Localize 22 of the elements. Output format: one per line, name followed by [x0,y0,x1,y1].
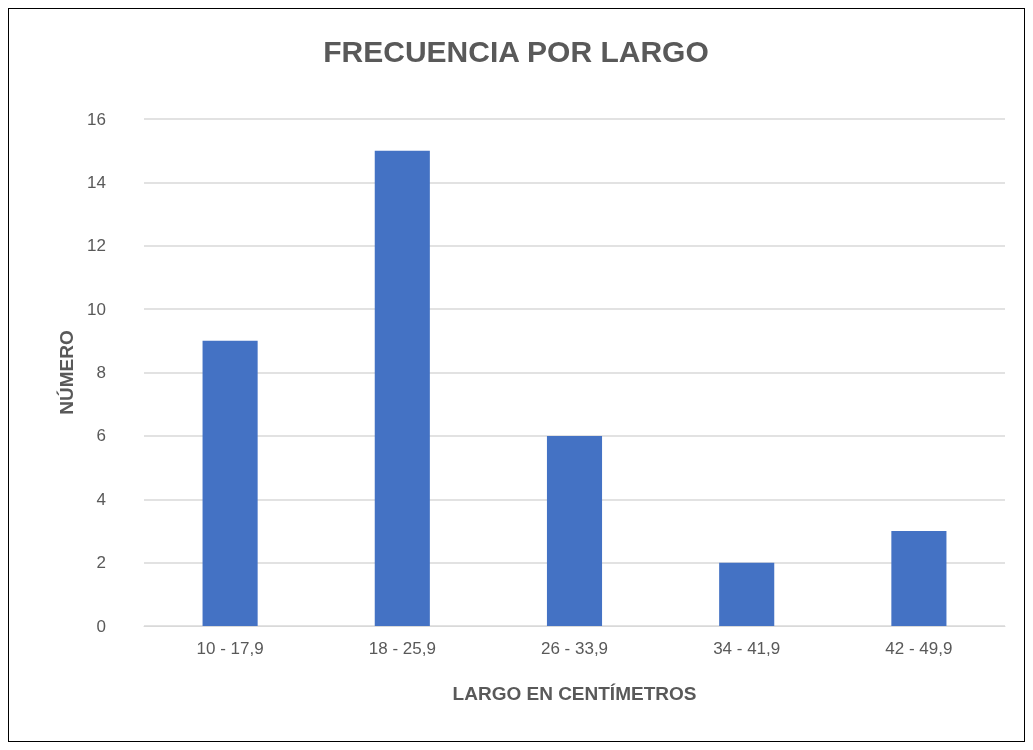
x-tick-label: 34 - 41,9 [713,639,781,658]
bar [202,340,258,626]
y-tick-label: 12 [87,236,106,256]
x-tick-label: 18 - 25,9 [368,639,436,658]
y-tick-label: 8 [96,363,106,382]
y-tick-label: 0 [96,616,106,636]
bar [719,562,775,626]
y-tick-label: 16 [87,109,106,129]
bar [546,435,603,626]
x-tick-label: 42 - 49,9 [885,639,953,658]
x-tick-label: 26 - 33,9 [540,639,609,658]
bar [374,150,430,626]
bar [891,530,947,626]
y-tick-label: 4 [96,489,106,509]
y-tick-label: 14 [87,172,106,192]
y-axis-title: NÚMERO [56,330,78,415]
y-tick-label: 2 [96,553,106,573]
x-axis-title: LARGO EN CENTÍMETROS [452,683,697,704]
x-tick-label: 10 - 17,9 [196,639,264,658]
y-tick-label: 6 [96,426,106,446]
chart-title: FRECUENCIA POR LARGO [323,34,709,68]
y-tick-label: 10 [87,299,106,319]
